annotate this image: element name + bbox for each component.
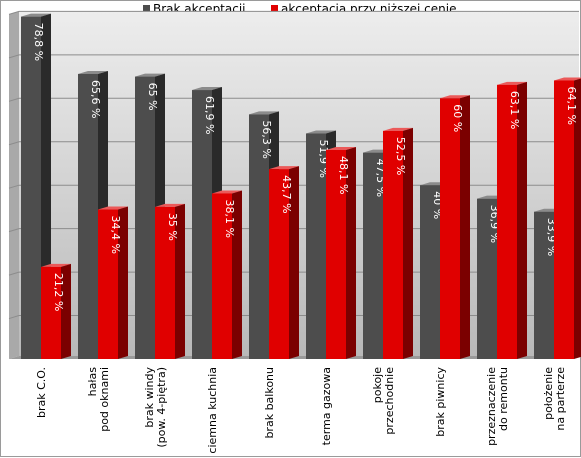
bar-group [383, 127, 413, 359]
bar [420, 185, 440, 359]
bar [363, 152, 383, 359]
data-label: 78,8 % [32, 23, 45, 61]
bar [497, 84, 517, 359]
category-label-line: brak balkonu [263, 367, 276, 439]
data-label: 65,6 % [89, 80, 102, 118]
category-label-line: do remontu [497, 367, 510, 431]
category-label: pokojeprzechodnie [371, 367, 396, 435]
bar-side [175, 203, 185, 359]
category-label-line: brak windy [143, 367, 156, 428]
bar-side [118, 206, 128, 359]
bar [269, 169, 289, 359]
category-label-line: ciemna kuchnia [206, 367, 219, 454]
bar-group [41, 263, 71, 359]
category-label: położeniena parterze [542, 367, 567, 431]
category-label-line: brak C.O. [35, 367, 48, 418]
bar [192, 90, 212, 360]
category-label-line: brak piwnicy [434, 367, 447, 437]
bar-side [517, 81, 527, 359]
data-label: 64,1 % [565, 86, 578, 124]
bar [554, 80, 574, 359]
bar-side [346, 147, 356, 359]
category-label: ciemna kuchnia [206, 367, 219, 454]
bar-group [269, 166, 299, 359]
data-label: 34,4 % [109, 216, 122, 254]
category-label: terma gazowa [320, 367, 333, 445]
data-label: 35 % [166, 213, 179, 241]
bar-group [554, 77, 581, 359]
bar [534, 211, 554, 359]
category-label-line: pod oknami [98, 367, 111, 432]
gridline [8, 97, 579, 102]
data-label: 38,1 % [223, 199, 236, 237]
data-label: 61,9 % [203, 96, 216, 134]
data-label: 48,1 % [337, 156, 350, 194]
bar [212, 193, 232, 359]
bar [41, 266, 61, 359]
category-label: przeznaczeniedo remontu [485, 367, 510, 446]
category-label-line: (pow. 4-piętra) [155, 367, 168, 448]
category-label-line: terma gazowa [320, 367, 333, 445]
category-label-line: pokoje [371, 367, 384, 403]
bar-side [232, 190, 242, 359]
bar [440, 98, 460, 360]
bar-side [403, 127, 413, 359]
bar-group [98, 206, 128, 359]
bar [78, 73, 98, 359]
data-label: 63,1 % [508, 91, 521, 129]
bar [98, 209, 118, 359]
data-label: 21,2 % [52, 273, 65, 311]
data-label: 60 % [451, 104, 464, 132]
category-label-line: przeznaczenie [485, 367, 498, 446]
data-label: 43,7 % [280, 175, 293, 213]
category-label: brak windy(pow. 4-piętra) [143, 367, 168, 448]
category-label: brak balkonu [263, 367, 276, 439]
bar-group [326, 147, 356, 359]
legend-swatch-akceptacja [271, 5, 278, 12]
bar [135, 76, 155, 359]
data-label: 65 % [146, 83, 159, 111]
category-label-line: hałas [86, 367, 99, 397]
gridline [8, 10, 579, 15]
bar-group [497, 81, 527, 359]
legend-swatch-brak-akceptacji [143, 5, 150, 12]
category-label: brak piwnicy [434, 367, 447, 437]
bar-side [61, 263, 71, 359]
bar [155, 206, 175, 359]
category-label: brak C.O. [35, 367, 48, 418]
category-label: hałaspod oknami [86, 367, 111, 432]
chart-side-wall [9, 11, 19, 360]
category-label-line: na parterze [554, 367, 567, 431]
bar [383, 130, 403, 359]
data-label: 52,5 % [394, 137, 407, 175]
bar [306, 133, 326, 359]
bar [477, 198, 497, 359]
bar-side [574, 78, 581, 359]
category-label-line: położenie [542, 367, 555, 420]
bar-side [289, 166, 299, 359]
bar [326, 150, 346, 359]
bar [21, 16, 41, 359]
bar [249, 114, 269, 360]
gridline [8, 54, 579, 59]
bar-side [460, 95, 470, 360]
data-label: 56,3 % [260, 120, 273, 158]
plot-area: 78,8 %65,6 % 65 % 61,9 %56,3 % 51,9 % 47,5 %… [8, 10, 581, 454]
bar-group [440, 95, 470, 360]
bar-group [155, 203, 185, 359]
bar-group [212, 190, 242, 359]
bar-top [554, 77, 581, 81]
category-label-line: przechodnie [383, 367, 396, 435]
